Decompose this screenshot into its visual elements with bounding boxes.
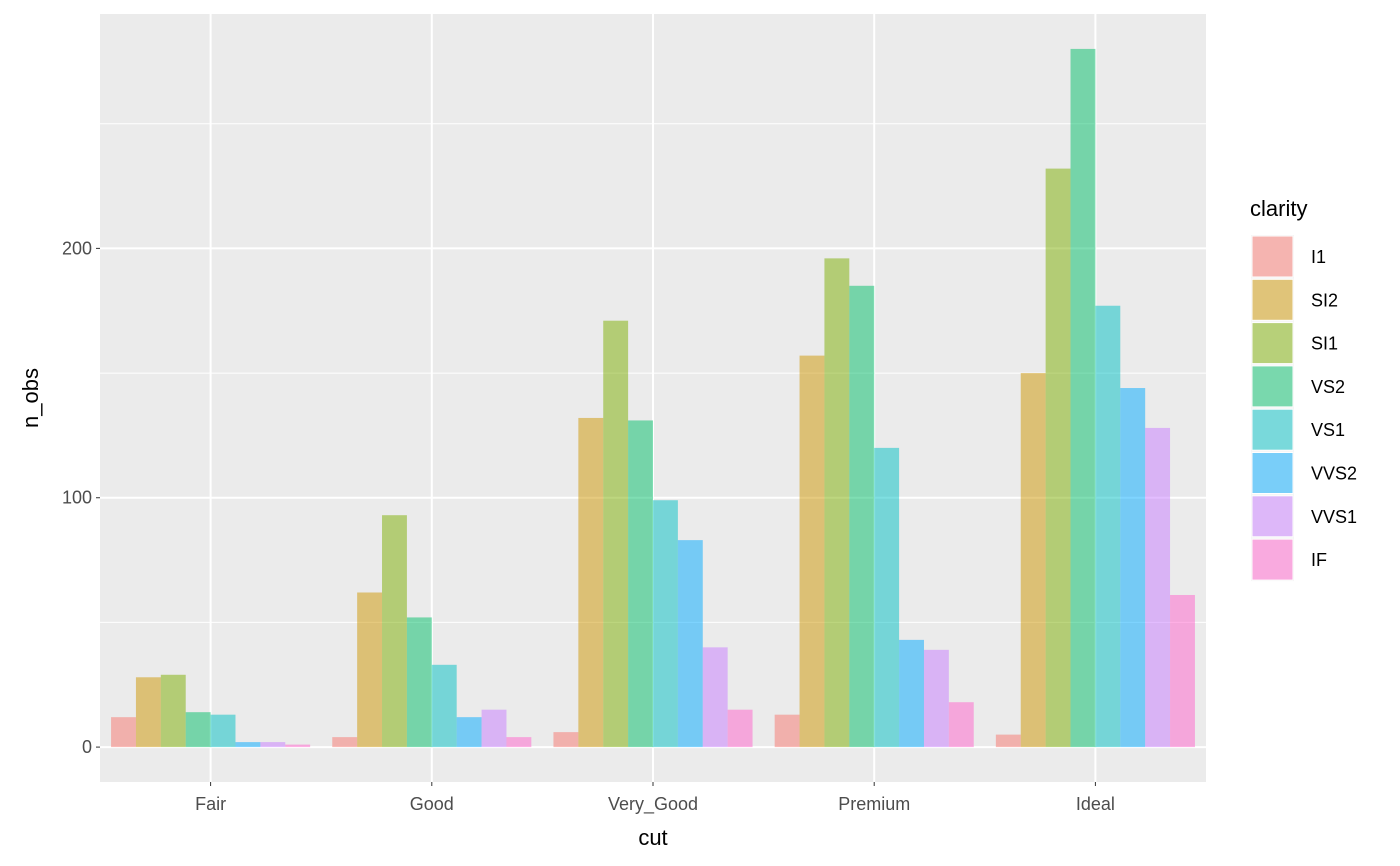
bar-Fair-VS2 [185, 712, 211, 748]
bar-Fair-SI1 [160, 674, 186, 748]
bar-Very_Good-VVS1 [702, 647, 728, 748]
bar-Good-VVS1 [481, 709, 507, 748]
x-tick-label: Very_Good [608, 794, 698, 815]
y-axis: 0 100 200 [62, 238, 100, 757]
legend-swatch-SI2 [1251, 278, 1294, 321]
bar-Fair-IF [285, 744, 311, 748]
legend-swatch-SI1 [1251, 322, 1294, 365]
y-tick-label: 100 [62, 488, 92, 508]
x-axis-title: cut [638, 825, 667, 850]
bars [111, 48, 1195, 748]
legend-label: SI2 [1311, 290, 1338, 310]
y-tick-label: 0 [82, 737, 92, 757]
bar-Premium-VVS2 [899, 639, 924, 748]
x-tick-label: Premium [838, 794, 910, 814]
legend-label: VVS1 [1311, 507, 1357, 527]
bar-Ideal-SI1 [1045, 168, 1071, 748]
bar-Ideal-VVS1 [1145, 427, 1171, 748]
bar-Good-VS2 [406, 617, 432, 748]
legend-swatch-I1 [1251, 235, 1294, 278]
bar-Ideal-VVS2 [1120, 388, 1146, 748]
legend-swatch-VVS2 [1251, 452, 1294, 494]
bar-Very_Good-I1 [553, 732, 579, 748]
legend-swatch-IF [1251, 538, 1294, 581]
bar-Premium-VS2 [849, 285, 875, 748]
bar-Very_Good-SI1 [603, 320, 629, 748]
legend-title: clarity [1250, 196, 1307, 221]
bar-Very_Good-SI2 [578, 417, 604, 748]
legend-label: VVS2 [1311, 464, 1357, 484]
bar-Premium-VVS1 [923, 649, 949, 748]
legend: clarity I1 SI2 SI1 VS2 VS1 VVS2 VVS1 IF [1250, 196, 1357, 582]
legend-label: VS2 [1311, 377, 1345, 397]
bar-Premium-SI1 [824, 258, 850, 748]
bar-Premium-I1 [774, 714, 800, 748]
legend-label: SI1 [1311, 334, 1338, 354]
bar-Good-SI1 [382, 515, 407, 748]
legend-label: VS1 [1311, 420, 1345, 440]
bar-Fair-VVS1 [260, 742, 286, 748]
y-axis-title: n_obs [18, 368, 43, 428]
bar-Premium-IF [948, 702, 974, 748]
bar-Fair-I1 [111, 717, 136, 748]
bar-Good-VS1 [431, 664, 457, 748]
x-tick-label: Good [410, 794, 454, 814]
bar-Good-VVS2 [456, 717, 482, 748]
legend-swatch-VS1 [1251, 408, 1294, 451]
bar-Very_Good-IF [727, 709, 753, 748]
bar-Very_Good-VS2 [628, 420, 653, 748]
bar-Fair-SI2 [135, 677, 161, 748]
y-tick-label: 200 [62, 238, 92, 258]
bar-Ideal-I1 [995, 734, 1021, 748]
bar-Fair-VVS2 [235, 742, 261, 748]
bar-Good-IF [506, 737, 532, 748]
bar-Ideal-SI2 [1020, 373, 1046, 748]
bar-Good-I1 [332, 737, 358, 748]
x-tick-label: Ideal [1076, 794, 1115, 814]
legend-swatch-VS2 [1251, 365, 1294, 408]
bar-Premium-VS1 [874, 447, 900, 748]
bar-Ideal-IF [1170, 594, 1195, 748]
x-axis: Fair Good Very_Good Premium Ideal [195, 782, 1115, 815]
bar-Very_Good-VVS2 [677, 540, 703, 748]
bar-Fair-VS1 [210, 714, 236, 748]
legend-swatch-VVS1 [1251, 495, 1294, 538]
bar-Ideal-VS2 [1070, 48, 1096, 748]
x-tick-label: Fair [195, 794, 226, 814]
legend-label: I1 [1311, 247, 1326, 267]
legend-label: IF [1311, 550, 1327, 570]
bar-Good-SI2 [357, 592, 383, 748]
bar-Very_Good-VS1 [653, 500, 678, 748]
bar-Premium-SI2 [799, 355, 825, 748]
bar-Ideal-VS1 [1095, 305, 1121, 748]
